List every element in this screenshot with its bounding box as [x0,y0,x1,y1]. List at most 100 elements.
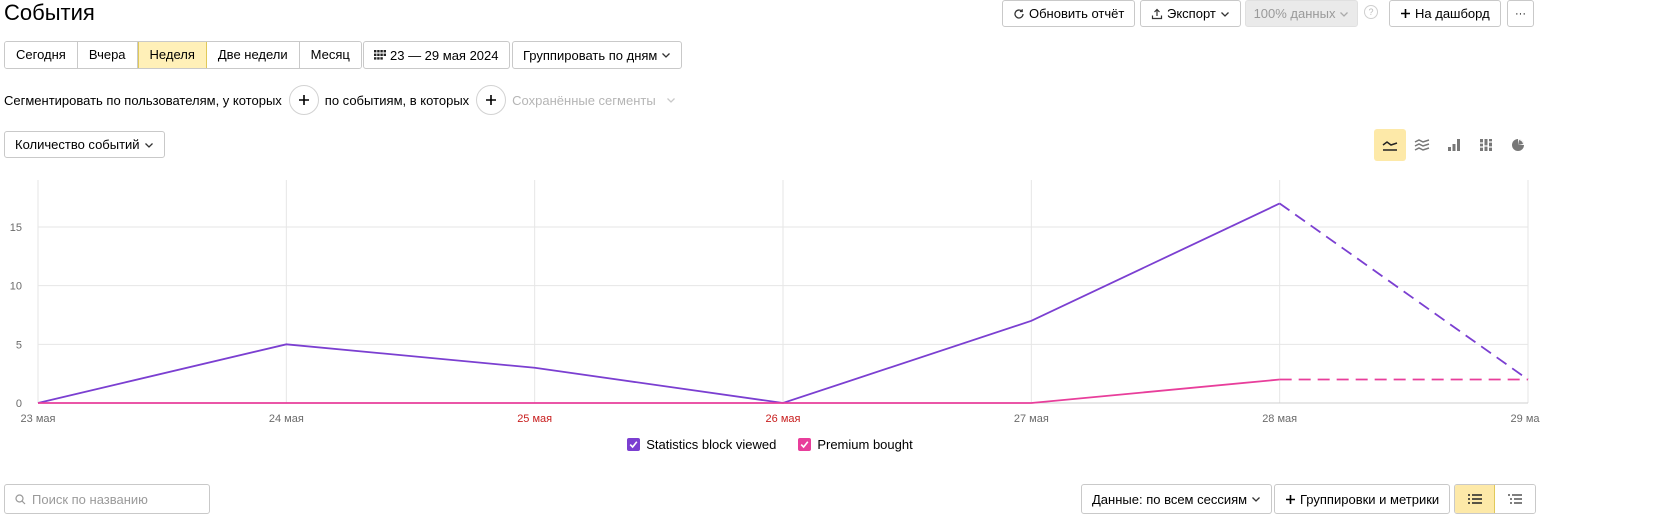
refresh-report-button[interactable]: Обновить отчёт [1002,0,1136,27]
data-point[interactable] [781,401,786,406]
legend-label: Premium bought [817,437,913,452]
legend-checkbox[interactable] [627,438,641,451]
pie-chart-icon [1512,139,1524,151]
search-placeholder: Поиск по названию [32,491,148,507]
check-icon [629,441,638,449]
tab-week[interactable]: Неделя [137,42,207,68]
x-axis: 23 мая 24 мая 25 мая 26 мая 27 мая 28 мая 29 м… [21,413,1540,425]
tree-list-icon [1508,494,1522,504]
plus-icon [486,95,497,105]
legend-item-premium[interactable]: Premium bought [798,437,913,452]
legend-label: Statistics block viewed [646,437,777,452]
data-point[interactable] [1277,377,1282,382]
groupings-metrics-label: Группировки и метрики [1300,491,1440,507]
tab-month[interactable]: Месяц [299,42,361,68]
y-tick-label: 10 [10,281,22,293]
export-label: Экспорт [1167,6,1216,21]
chart-type-switcher [1374,129,1534,161]
bar-chart-icon [1448,139,1460,151]
table-view-switcher [1454,484,1536,514]
legend-checkbox[interactable] [798,438,812,451]
legend-item-statistics[interactable]: Statistics block viewed [627,437,776,452]
stacked-area-icon [1414,139,1430,151]
data-point[interactable] [1526,377,1531,382]
data-point[interactable] [1277,201,1282,206]
metric-label: Количество событий [15,137,140,152]
upload-icon [1151,8,1163,19]
series-premium-bought [36,377,1531,406]
y-tick-label: 5 [16,339,22,351]
line-chart-icon [1382,141,1398,151]
chart-grid [37,180,1529,404]
help-icon[interactable]: ? [1364,5,1378,19]
data-sample-select[interactable]: 100% данных [1245,0,1358,27]
pie-chart-button[interactable] [1502,129,1534,161]
tab-two-weeks[interactable]: Две недели [206,42,300,68]
add-to-dashboard-button[interactable]: На дашборд [1389,0,1501,27]
data-sample-label: 100% данных [1253,6,1336,21]
line-chart-button[interactable] [1374,129,1406,161]
groupings-metrics-button[interactable]: Группировки и метрики [1274,484,1451,514]
data-scope-select[interactable]: Данные: по всем сессиям [1081,484,1273,514]
export-button[interactable]: Экспорт [1140,0,1241,27]
data-point[interactable] [532,401,537,406]
grouping-label: Группировать по дням [523,47,658,63]
add-user-segment-button[interactable] [288,85,319,115]
chart-series [36,201,1531,406]
data-point[interactable] [284,342,289,347]
data-point[interactable] [1029,318,1034,323]
data-point[interactable] [36,401,41,406]
series-line-dashed [1279,202,1529,381]
chevron-down-icon [662,53,671,58]
page-title: События [4,0,95,25]
x-tick-label: 27 мая [1014,413,1049,425]
x-tick-label: 23 мая [21,413,56,425]
x-tick-label: 25 мая [517,413,552,425]
data-scope-label: Данные: по всем сессиям [1092,491,1248,507]
tab-today[interactable]: Сегодня [5,42,78,68]
chevron-down-icon [144,142,153,148]
refresh-report-label: Обновить отчёт [1029,6,1125,21]
saved-segments-select[interactable]: Сохранённые сегменты [512,92,656,108]
tab-yesterday[interactable]: Вчера [77,42,138,68]
add-event-segment-button[interactable] [476,85,507,115]
list-icon [1467,494,1482,504]
bar-chart-button[interactable] [1438,129,1470,161]
plus-icon [1401,9,1410,18]
data-point[interactable] [1029,401,1034,406]
stacked-bar-icon [1480,139,1492,151]
search-icon [15,493,26,504]
search-input[interactable]: Поиск по названию [4,484,210,514]
y-tick-label: 0 [16,398,22,410]
y-axis: 0 5 10 15 [10,222,22,410]
add-to-dashboard-label: На дашборд [1415,6,1490,21]
x-tick-label: 29 мая [1511,413,1540,425]
chart-legend: Statistics block viewed Premium bought [0,437,1540,452]
x-tick-label: 28 мая [1262,413,1297,425]
chevron-down-icon [1252,497,1261,502]
data-point[interactable] [532,365,537,370]
y-tick-label: 15 [10,222,22,234]
list-view-button[interactable] [1455,485,1495,513]
more-menu-button[interactable]: ··· [1507,0,1534,27]
x-tick-label: 26 мая [766,413,801,425]
plus-icon [298,95,309,105]
date-range-label: 23 — 29 мая 2024 [390,47,499,63]
chevron-down-icon [1340,11,1349,17]
tree-view-button[interactable] [1495,485,1535,513]
date-range-picker[interactable]: 23 — 29 мая 2024 [363,41,510,69]
chevron-down-icon [1220,11,1229,17]
check-icon [800,441,809,449]
data-point[interactable] [284,401,289,406]
metric-select[interactable]: Количество событий [4,131,165,158]
stacked-bar-button[interactable] [1470,129,1502,161]
chevron-down-icon [666,98,675,103]
area-chart-button[interactable] [1406,129,1438,161]
calendar-icon [374,50,386,60]
plus-icon [1286,494,1295,504]
events-line-chart: 0 5 10 15 23 мая 24 мая 25 мая 26 мая 27 мая 28 … [10,180,1540,425]
refresh-icon [1014,8,1024,19]
period-tabs: Сегодня Вчера Неделя Две недели Месяц [4,41,362,69]
x-tick-label: 24 мая [269,413,304,425]
grouping-select[interactable]: Группировать по дням [512,41,683,69]
